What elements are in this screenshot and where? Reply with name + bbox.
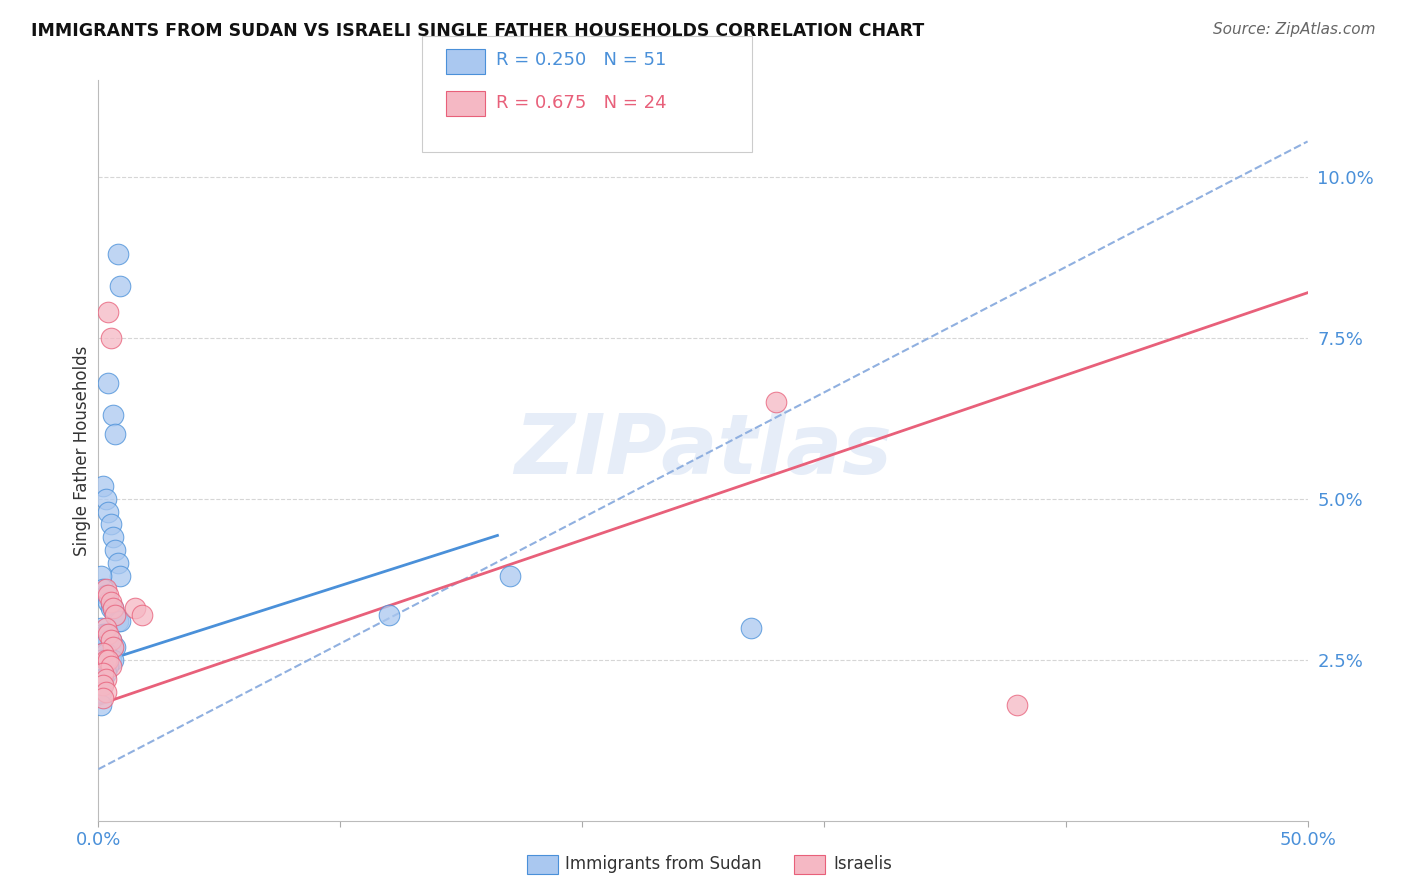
Point: [97, 595, 120, 609]
Point: [94, 672, 117, 686]
Point: [100, 653, 122, 667]
Point: [91, 665, 114, 680]
Point: [108, 279, 131, 293]
Point: [97, 653, 120, 667]
Point: [94, 627, 117, 641]
Point: [100, 633, 122, 648]
Point: [107, 614, 129, 628]
Point: [100, 517, 122, 532]
Point: [100, 595, 122, 609]
Point: [94, 582, 117, 596]
Point: [91, 659, 114, 673]
Point: [124, 601, 146, 615]
Point: [107, 247, 129, 261]
Point: [740, 620, 762, 634]
Point: [91, 659, 114, 673]
Point: [91, 582, 114, 596]
Point: [108, 569, 131, 583]
Text: Source: ZipAtlas.com: Source: ZipAtlas.com: [1212, 22, 1375, 37]
Point: [104, 640, 127, 654]
Point: [377, 607, 399, 622]
Point: [101, 653, 124, 667]
Point: [100, 633, 122, 648]
Point: [91, 479, 114, 493]
Point: [97, 633, 120, 648]
Point: [100, 601, 122, 615]
Point: [765, 395, 787, 409]
Point: [91, 646, 114, 660]
Point: [90, 653, 112, 667]
Point: [91, 691, 114, 706]
Text: ZIPatlas: ZIPatlas: [515, 410, 891, 491]
Point: [101, 640, 124, 654]
Point: [90, 620, 112, 634]
Point: [97, 653, 120, 667]
Point: [101, 408, 124, 422]
Point: [101, 640, 124, 654]
Point: [90, 665, 112, 680]
Point: [91, 672, 114, 686]
Point: [90, 640, 112, 654]
Point: [104, 543, 127, 558]
Point: [91, 665, 114, 680]
Point: [94, 646, 117, 660]
Point: [94, 659, 117, 673]
Point: [94, 653, 117, 667]
Point: [94, 665, 117, 680]
Point: [94, 491, 117, 506]
Point: [101, 601, 124, 615]
Text: Israelis: Israelis: [834, 855, 893, 873]
Point: [97, 588, 120, 602]
Point: [90, 569, 112, 583]
Point: [498, 569, 520, 583]
Point: [91, 678, 114, 692]
Point: [90, 685, 112, 699]
Point: [101, 530, 124, 544]
Point: [90, 672, 112, 686]
Point: [104, 607, 127, 622]
Point: [108, 614, 131, 628]
Point: [97, 376, 120, 390]
Point: [104, 427, 127, 442]
Point: [107, 556, 129, 570]
Point: [97, 659, 120, 673]
Point: [97, 505, 120, 519]
Text: R = 0.250   N = 51: R = 0.250 N = 51: [496, 51, 666, 69]
Point: [90, 698, 112, 712]
Point: [101, 601, 124, 615]
Point: [100, 331, 122, 345]
Text: IMMIGRANTS FROM SUDAN VS ISRAELI SINGLE FATHER HOUSEHOLDS CORRELATION CHART: IMMIGRANTS FROM SUDAN VS ISRAELI SINGLE …: [31, 22, 924, 40]
Point: [1007, 698, 1029, 712]
Point: [94, 685, 117, 699]
Point: [90, 659, 112, 673]
Y-axis label: Single Father Households: Single Father Households: [73, 345, 91, 556]
Point: [100, 659, 122, 673]
Point: [94, 620, 117, 634]
Point: [91, 646, 114, 660]
Point: [91, 627, 114, 641]
Point: [94, 588, 117, 602]
Text: R = 0.675   N = 24: R = 0.675 N = 24: [496, 94, 666, 112]
Point: [97, 305, 120, 319]
Point: [104, 607, 127, 622]
Point: [97, 627, 120, 641]
Point: [131, 607, 153, 622]
Text: Immigrants from Sudan: Immigrants from Sudan: [565, 855, 762, 873]
